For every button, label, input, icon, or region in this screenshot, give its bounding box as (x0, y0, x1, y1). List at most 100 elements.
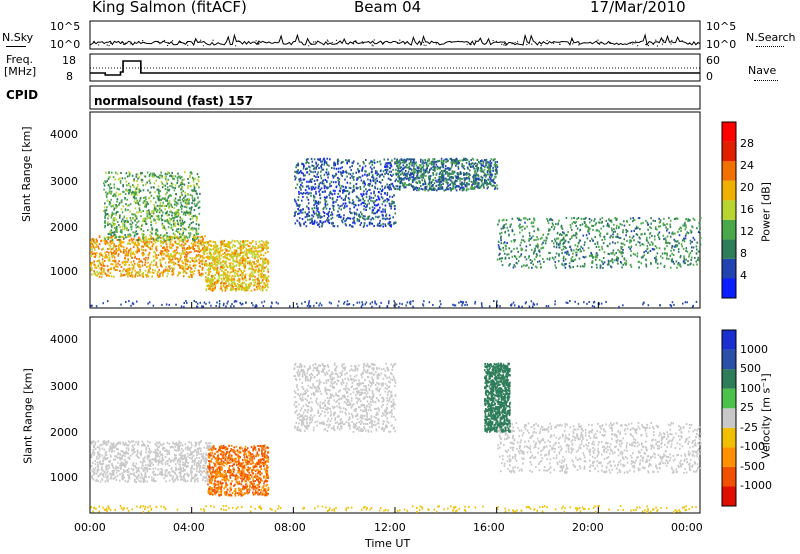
power-cell (565, 251, 568, 254)
power-cell (126, 227, 128, 230)
power-cell (245, 260, 247, 262)
power-cell (361, 169, 363, 172)
power-cell (182, 230, 185, 233)
power-cell (248, 275, 251, 278)
power-cell (451, 163, 453, 166)
power-cell (117, 262, 119, 265)
power-cell (204, 246, 207, 249)
power-cell (243, 263, 246, 266)
power-cell (613, 259, 616, 262)
power-cell (449, 177, 451, 180)
power-cell (388, 223, 391, 226)
power-cell (486, 171, 489, 174)
power-cell (365, 188, 367, 191)
power-cell (373, 212, 375, 215)
power-cell (96, 241, 98, 244)
power-cell (345, 170, 347, 173)
power-cell (254, 250, 257, 253)
power-cell (148, 213, 151, 216)
power-cell (382, 210, 384, 213)
power-cell (469, 169, 471, 172)
power-cell (363, 199, 366, 202)
power-cell (446, 171, 448, 173)
power-cell (205, 256, 208, 258)
power-cell (91, 250, 93, 253)
cpid-panel-frame (89, 85, 701, 110)
power-cell (625, 231, 628, 234)
power-cell (172, 271, 175, 274)
power-cell (161, 224, 163, 227)
power-cell (151, 271, 154, 274)
power-cell (190, 251, 192, 254)
power-cell (315, 166, 317, 169)
power-cell (325, 186, 328, 189)
power-cell (145, 203, 148, 206)
noise-search-point (466, 43, 468, 45)
noise-search-point (121, 41, 123, 43)
power-cell (132, 217, 134, 220)
power-cell (178, 252, 180, 255)
power-cell (157, 185, 160, 188)
power-cell (138, 226, 141, 229)
power-cell (208, 273, 211, 276)
power-cell (206, 277, 209, 280)
power-cell (368, 221, 371, 224)
power-cell (408, 158, 411, 161)
power-cell (186, 263, 188, 266)
power-cell (120, 274, 123, 277)
power-cell (131, 271, 133, 274)
power-cell (428, 184, 431, 186)
power-cell (213, 281, 216, 284)
power-cell (386, 198, 388, 200)
power-cell (145, 198, 147, 201)
power-cell (127, 182, 130, 185)
power-cell (307, 202, 310, 205)
power-cell (250, 249, 253, 252)
power-cell (649, 226, 651, 229)
power-cell (393, 186, 395, 189)
power-cell (257, 271, 260, 274)
power-cell (371, 163, 374, 166)
power-cell (412, 185, 414, 188)
power-cell (320, 170, 322, 173)
power-cell (332, 175, 335, 178)
power-cell (398, 177, 401, 180)
power-cell (101, 273, 104, 276)
power-cell (416, 189, 418, 192)
noise-search-point (438, 43, 440, 45)
power-cell (410, 158, 413, 161)
power-cell (241, 277, 244, 280)
power-cell (299, 223, 302, 226)
power-cell (581, 247, 584, 250)
power-cell (349, 217, 352, 220)
power-cell (209, 265, 212, 267)
power-cell (161, 222, 164, 225)
power-cell (138, 265, 140, 268)
power-cell (572, 266, 574, 268)
power-cell (214, 286, 216, 289)
power-cell (553, 226, 556, 229)
power-cell (625, 262, 628, 265)
power-cell (412, 173, 415, 176)
power-cell (104, 202, 106, 205)
power-cell (133, 243, 136, 246)
power-cell (180, 235, 183, 238)
power-cell (213, 288, 216, 291)
power-cell (440, 176, 442, 179)
power-cell (260, 272, 262, 275)
noise-search-point (646, 43, 648, 45)
noise-search-point (355, 41, 357, 43)
power-cell (230, 282, 233, 285)
power-cell (160, 265, 162, 268)
power-cell (368, 223, 371, 226)
power-cell (362, 225, 365, 228)
power-cell (227, 241, 230, 243)
power-cell (361, 174, 364, 177)
power-cell (422, 188, 424, 191)
power-cell (398, 180, 400, 183)
power-cell (168, 245, 171, 248)
power-cell (418, 189, 420, 192)
power-cell (139, 268, 141, 271)
power-cell (198, 274, 201, 276)
power-cell (576, 217, 578, 220)
